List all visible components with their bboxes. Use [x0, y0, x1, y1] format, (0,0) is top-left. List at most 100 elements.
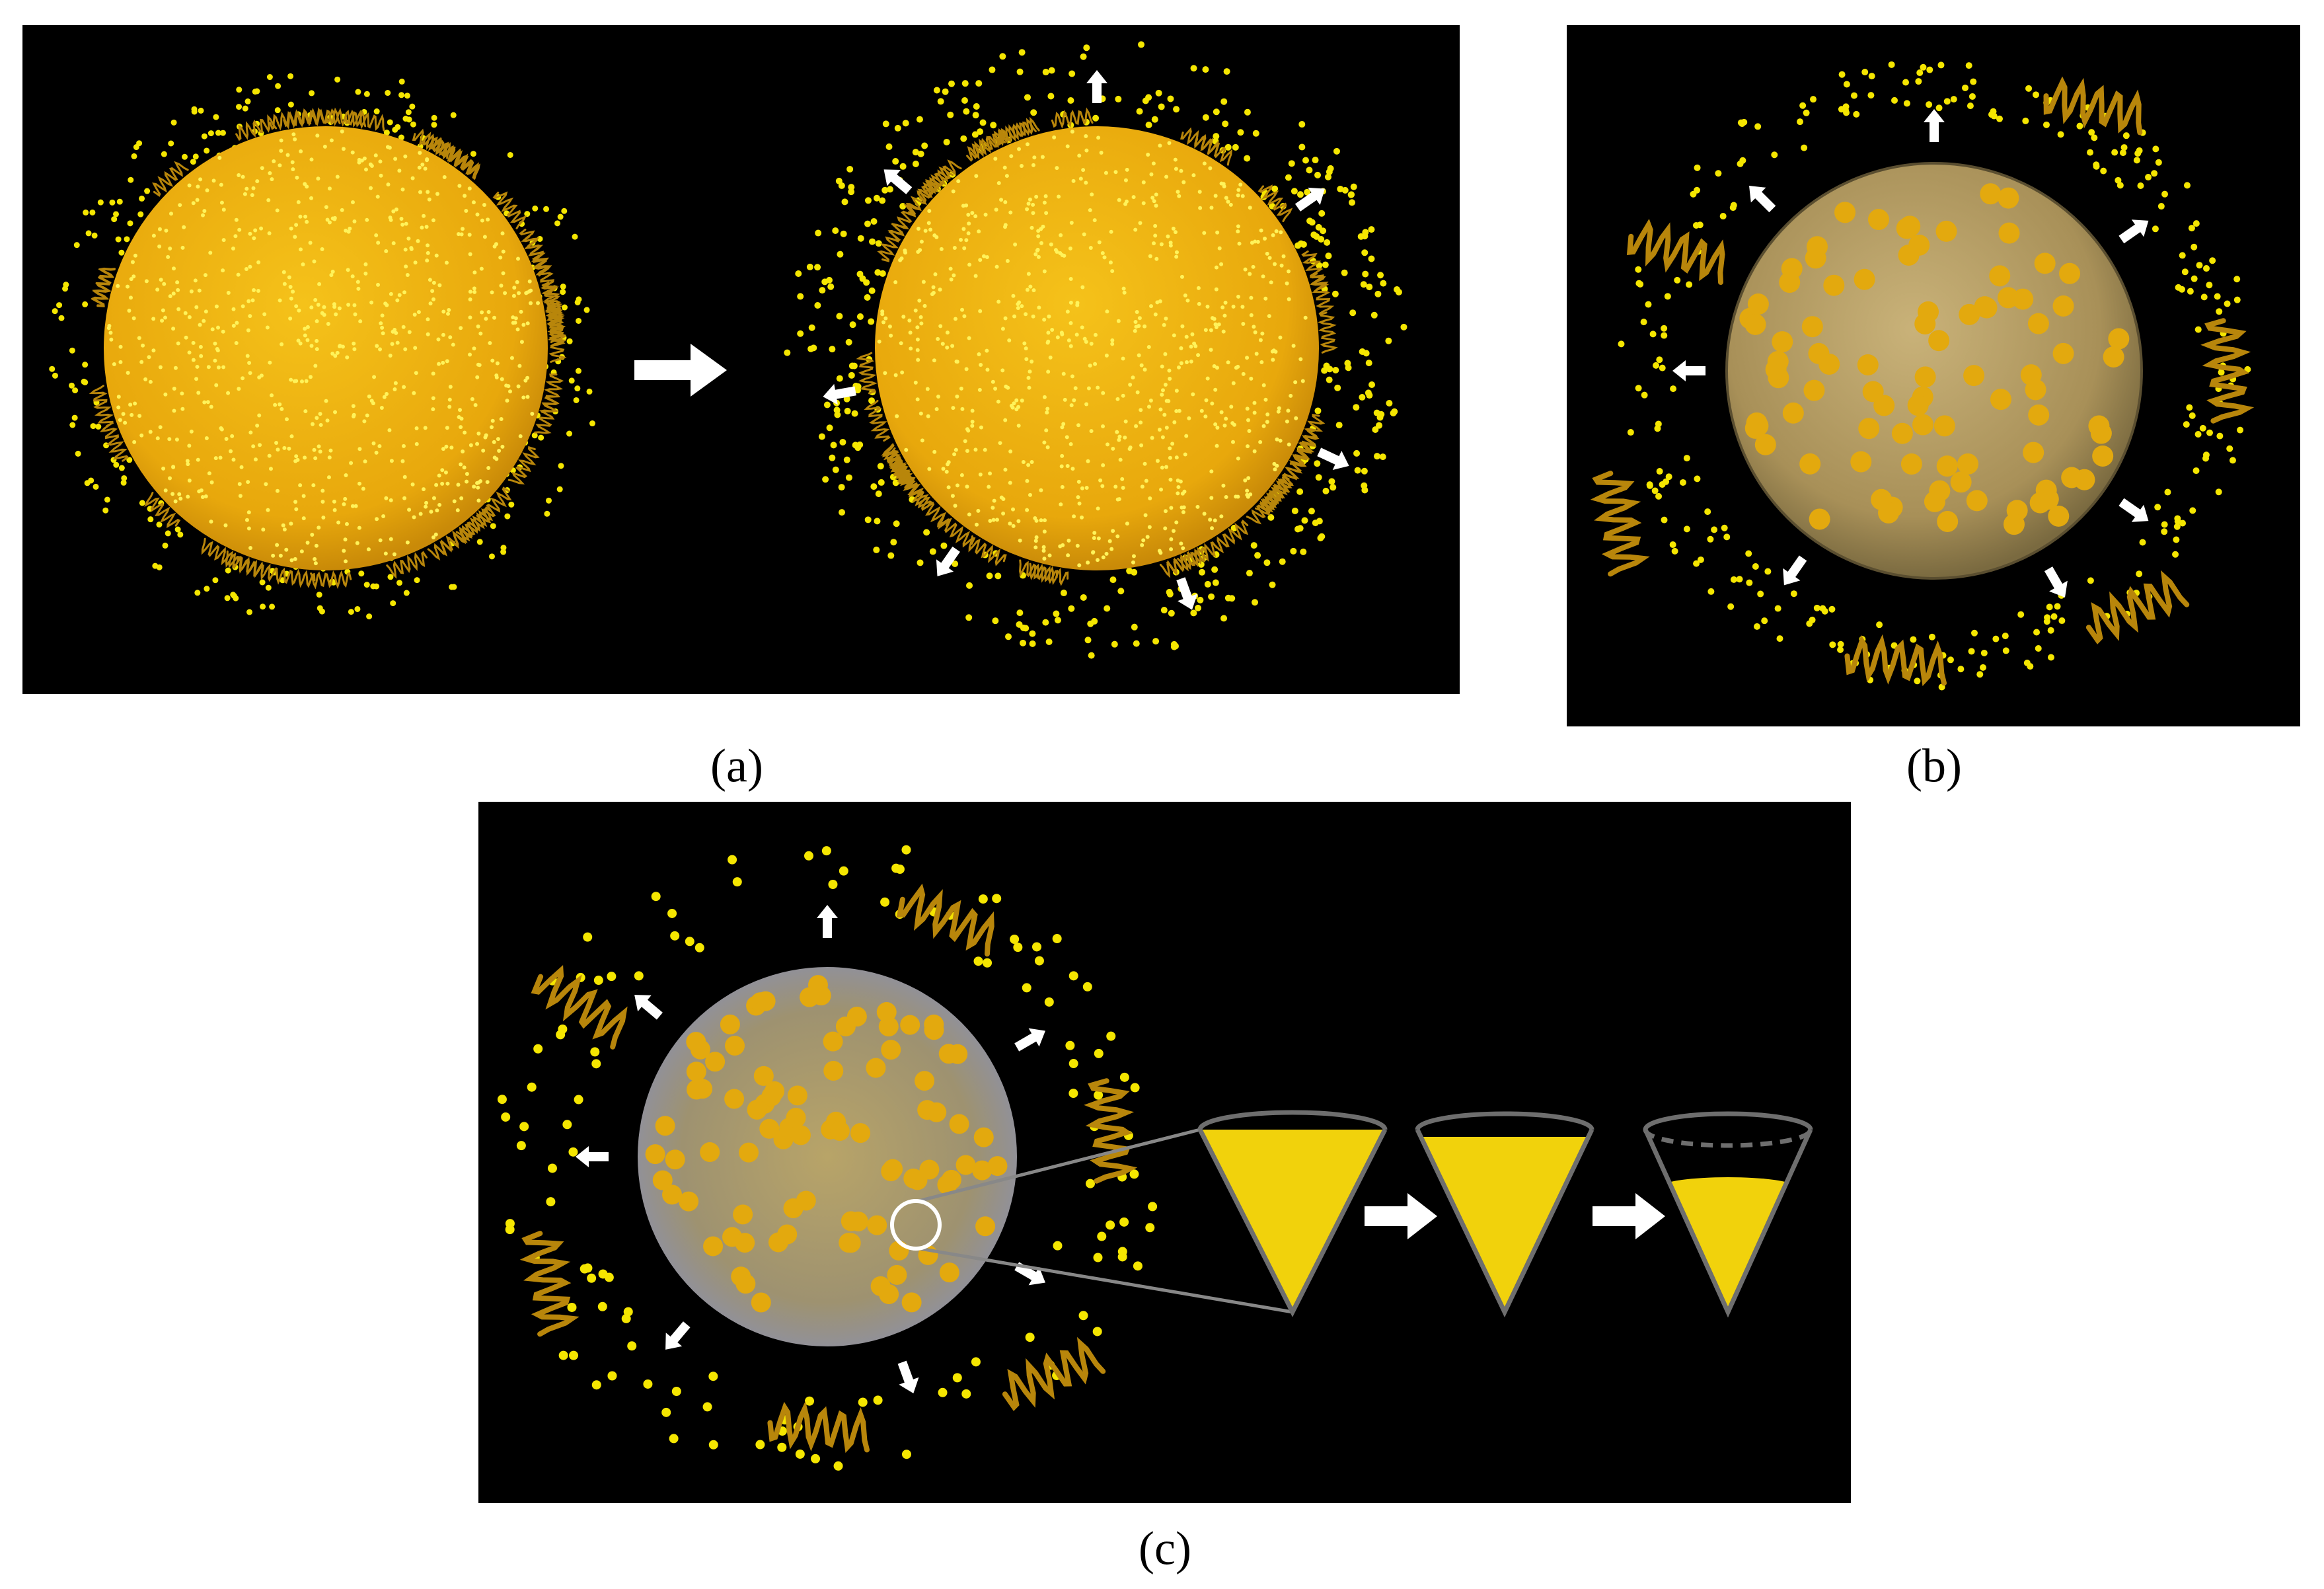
particle [289, 377, 293, 382]
particle [1683, 525, 1690, 533]
particle [912, 161, 919, 168]
particle [1167, 141, 1172, 145]
particle [874, 269, 881, 276]
particle [298, 483, 303, 488]
particle [1034, 518, 1039, 523]
particle [937, 98, 944, 105]
particle [2032, 91, 2039, 98]
polymer-chain [877, 223, 908, 262]
particle [378, 347, 383, 352]
particle [1373, 409, 1380, 416]
polymer-chain [856, 352, 878, 395]
particle [144, 279, 149, 284]
particle [459, 326, 463, 330]
particle [1158, 103, 1165, 110]
particle [1149, 172, 1154, 176]
particle [434, 253, 439, 258]
particle [441, 360, 445, 365]
particle [488, 340, 492, 345]
particle [126, 457, 133, 463]
particle [1163, 383, 1168, 387]
particle [518, 434, 523, 439]
particle [2173, 536, 2180, 543]
particle [118, 344, 123, 349]
particle [1080, 594, 1087, 601]
particle [1080, 53, 1087, 60]
particle [1265, 251, 1269, 256]
particle [873, 1395, 883, 1405]
particle [334, 312, 338, 317]
particle [196, 391, 201, 395]
particle [2108, 328, 2130, 350]
particle [1665, 473, 1672, 481]
particle [985, 368, 990, 372]
particle [1219, 514, 1224, 519]
particle [490, 358, 495, 363]
particle [951, 189, 956, 194]
particle [229, 449, 233, 453]
particle [1168, 241, 1173, 245]
particle [1861, 69, 1869, 76]
particle [1082, 232, 1086, 237]
particle [1120, 477, 1125, 481]
particle [1115, 430, 1119, 434]
particle [296, 338, 301, 343]
particle [242, 105, 248, 112]
particle [1039, 241, 1044, 245]
particle [876, 1002, 897, 1023]
particle [527, 1082, 537, 1092]
particle [1025, 479, 1030, 483]
particle [1157, 428, 1162, 432]
particle [1210, 316, 1215, 321]
particle [576, 317, 582, 324]
particle [1078, 1311, 1088, 1321]
particle [178, 203, 182, 208]
particle [1707, 588, 1715, 595]
particle [385, 392, 389, 397]
particle [377, 444, 382, 448]
particle [1148, 398, 1153, 403]
particle [1055, 166, 1059, 171]
particle [52, 372, 58, 379]
particle [282, 282, 287, 286]
particle [471, 200, 476, 205]
particle [1016, 609, 1024, 617]
particle [494, 373, 499, 378]
particle [1936, 455, 1958, 477]
particle [437, 502, 442, 507]
particle [358, 570, 365, 577]
particle [1240, 305, 1245, 309]
particle [132, 440, 137, 444]
particle [516, 384, 521, 389]
particle [1330, 484, 1337, 491]
particle [805, 1396, 815, 1406]
particle [424, 504, 428, 509]
particle [444, 260, 449, 265]
particle [870, 217, 878, 225]
particle [315, 319, 319, 324]
particle [1914, 366, 1936, 388]
particle [256, 288, 260, 293]
particle [82, 301, 89, 307]
particle [505, 1219, 515, 1229]
particle [303, 409, 308, 414]
particle [901, 1450, 911, 1459]
particle [963, 439, 967, 444]
particle [1163, 352, 1168, 356]
particle [537, 235, 543, 242]
particle [1133, 320, 1138, 325]
particle [881, 1161, 901, 1182]
particle [927, 467, 932, 471]
particle [1627, 429, 1634, 436]
particle [1003, 316, 1008, 321]
particle [212, 577, 219, 584]
particle [1221, 329, 1226, 334]
particle [500, 549, 507, 555]
arrow [634, 344, 727, 397]
particle [967, 262, 972, 267]
panel-label: (a) [710, 740, 763, 793]
particle [437, 283, 442, 288]
particle [978, 894, 988, 904]
particle [374, 450, 379, 455]
particle [335, 174, 340, 179]
